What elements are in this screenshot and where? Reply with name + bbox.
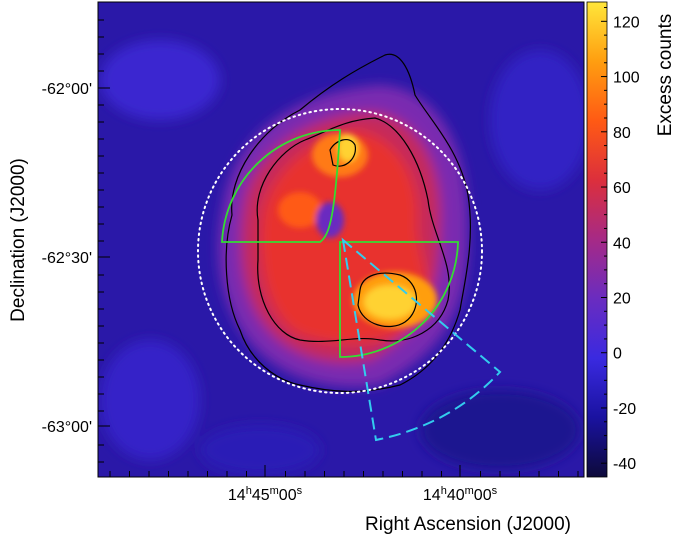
x-tick-label: 14h45m00s	[228, 485, 303, 504]
colorbar-tick-label: 40	[613, 235, 631, 252]
x-axis: 14h45m00s 14h40m00s	[109, 465, 579, 504]
colorbar-tick-label: 100	[613, 70, 640, 87]
colorbar-tick-label: 20	[613, 290, 631, 307]
colorbar-ticks: -40 -20 0 20 40 60 80 100 120	[601, 7, 640, 473]
hotspot-contour	[357, 272, 418, 328]
colorbar: -40 -20 0 20 40 60 80 100 120 Excess counts	[586, 1, 676, 478]
north-contour	[329, 138, 357, 167]
x-axis-label: Right Ascension (J2000)	[365, 514, 571, 535]
colorbar-tick-label: 120	[613, 14, 640, 31]
x-tick-label: 14h40m00s	[423, 485, 498, 504]
green-north-half	[221, 129, 341, 243]
significance-contours	[225, 53, 471, 393]
colorbar-tick-label: 60	[613, 180, 631, 197]
y-axis-label: Declination (J2000)	[8, 158, 29, 322]
y-tick-label: -63°00'	[42, 419, 92, 436]
background-fluctuations	[100, 40, 584, 475]
outer-contour	[225, 53, 471, 393]
colorbar-tick-label: -20	[613, 401, 636, 418]
green-region	[221, 129, 459, 358]
excess-hotspots	[278, 133, 437, 328]
colorbar-tick-label: -40	[613, 456, 636, 473]
y-tick-label: -62°00'	[42, 81, 92, 98]
colorbar-label: Excess counts	[655, 14, 676, 137]
inner-contour	[256, 117, 450, 343]
colorbar-tick-label: 0	[613, 346, 622, 363]
green-south-half	[339, 241, 459, 358]
colorbar-gradient	[586, 1, 608, 478]
colorbar-tick-label: 80	[613, 125, 631, 142]
plot-frame	[97, 1, 585, 478]
y-tick-label: -62°30'	[42, 250, 92, 267]
y-axis: -62°00' -62°30' -63°00'	[42, 19, 110, 463]
excess-map	[98, 2, 584, 477]
white-dotted-circle	[197, 108, 483, 394]
cyan-wedge-region	[341, 237, 502, 442]
